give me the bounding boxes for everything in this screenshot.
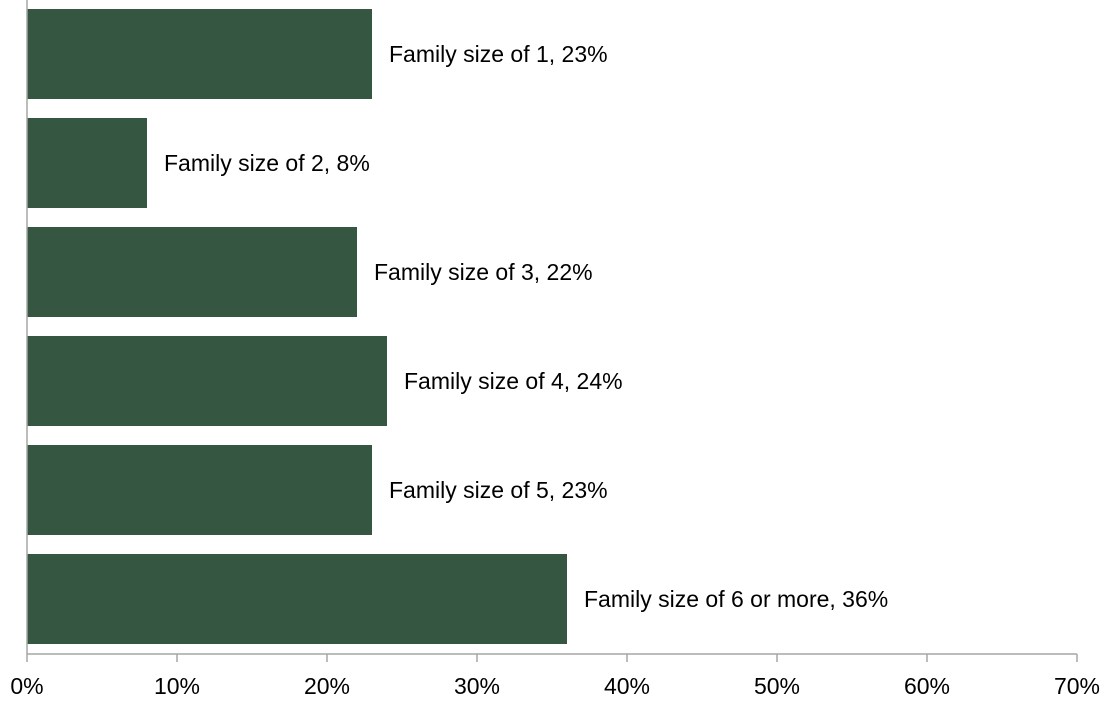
data-label-5: Family size of 5, 23%: [389, 477, 608, 503]
data-label-2: Family size of 2, 8%: [164, 150, 370, 176]
x-axis: 0% 10% 20% 30% 40% 50% 60% 70%: [10, 0, 1100, 699]
bars-layer: [27, 9, 567, 644]
bar-6: [27, 554, 567, 644]
x-tick-label-4: 40%: [604, 673, 650, 699]
x-tick-label-7: 70%: [1054, 673, 1100, 699]
x-tick-label-1: 10%: [154, 673, 200, 699]
data-label-4: Family size of 4, 24%: [404, 368, 623, 394]
bar-1: [27, 9, 372, 99]
x-tick-label-3: 30%: [454, 673, 500, 699]
data-labels-layer: Family size of 1, 23% Family size of 2, 8…: [164, 41, 888, 612]
x-tick-label-5: 50%: [754, 673, 800, 699]
data-label-3: Family size of 3, 22%: [374, 259, 593, 285]
x-tick-label-6: 60%: [904, 673, 950, 699]
data-label-1: Family size of 1, 23%: [389, 41, 608, 67]
bar-3: [27, 227, 357, 317]
bar-2: [27, 118, 147, 208]
x-tick-label-2: 20%: [304, 673, 350, 699]
bar-4: [27, 336, 387, 426]
x-tick-label-0: 0%: [10, 673, 43, 699]
data-label-6: Family size of 6 or more, 36%: [584, 586, 888, 612]
bar-5: [27, 445, 372, 535]
